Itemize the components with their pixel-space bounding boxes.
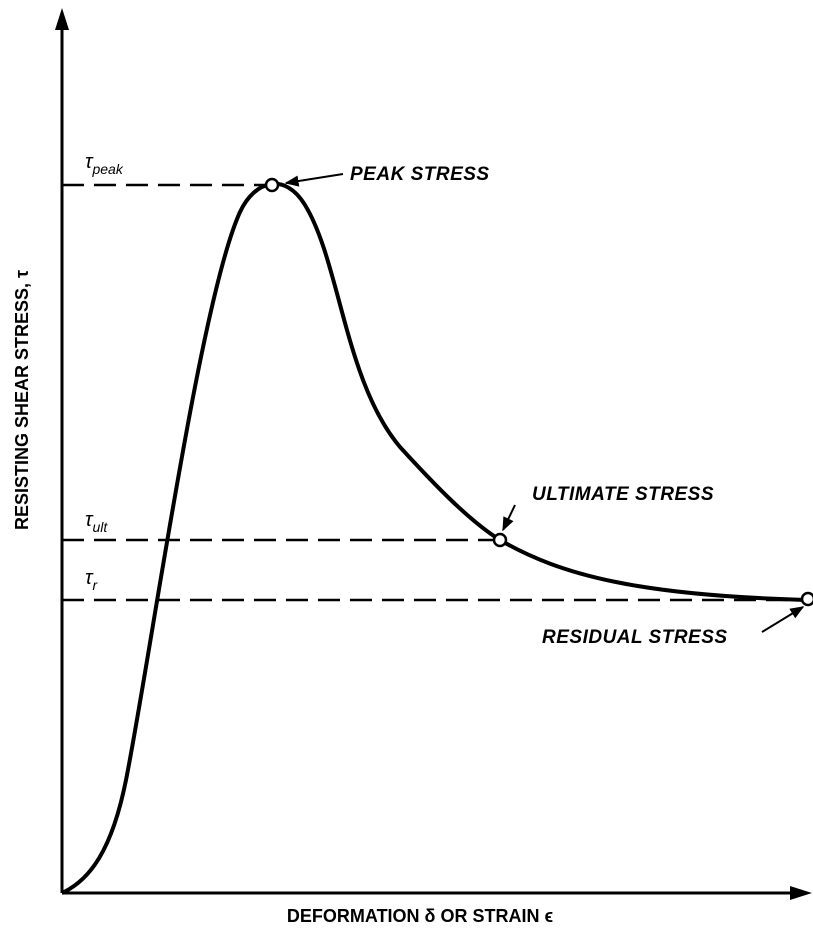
stress-curve (61, 181, 813, 895)
peak-point (264, 177, 280, 193)
ultimate-point (492, 532, 508, 548)
y-axis-label: RESISTING SHEAR STRESS, τ (12, 270, 32, 530)
peak-label: PEAK STRESS (350, 164, 490, 185)
residual-point (800, 591, 813, 607)
ultimate-label: ULTIMATE STRESS (532, 484, 714, 505)
peak-arrow (284, 173, 344, 187)
x-arrow (790, 886, 812, 900)
residual-arrow (761, 606, 805, 633)
ultimate-arrow (502, 504, 516, 532)
x-axis-label: DEFORMATION δ OR STRAIN ϵ (287, 906, 553, 926)
tau-peak: τpeak (85, 151, 124, 177)
y-arrow (55, 8, 69, 30)
tau-ult: τult (85, 509, 108, 535)
tau-r: τr (85, 567, 98, 593)
residual-label: RESIDUAL STRESS (542, 627, 728, 648)
